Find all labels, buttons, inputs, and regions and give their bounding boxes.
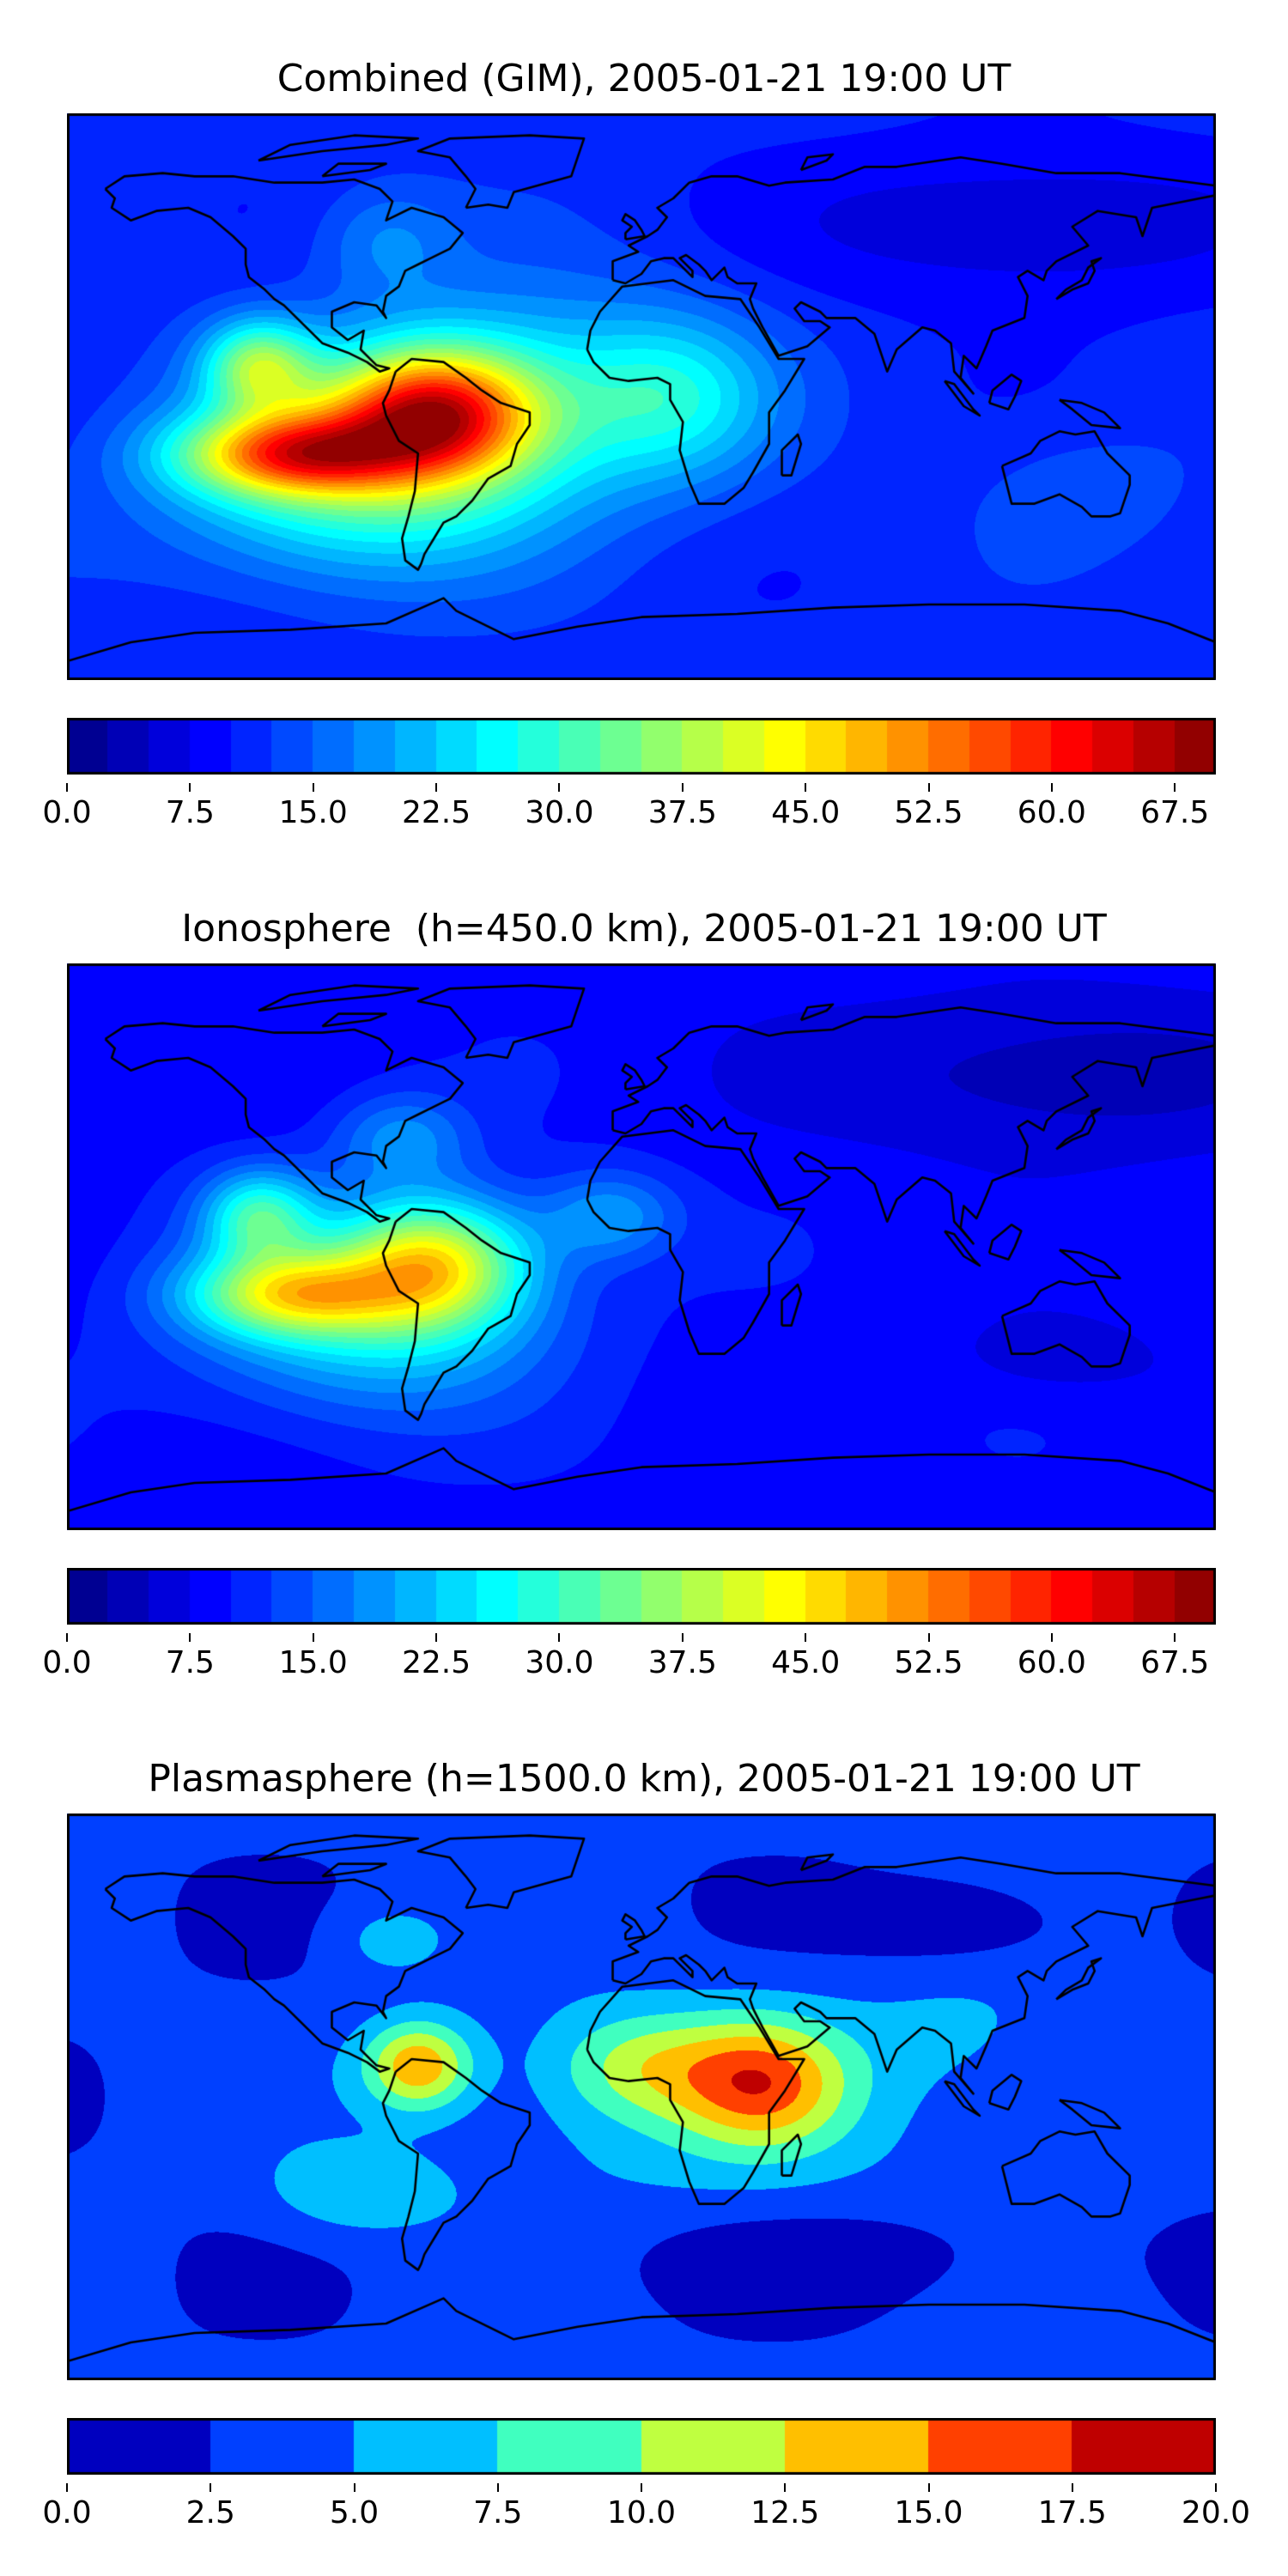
panel-title-ionosphere: Ionosphere (h=450.0 km), 2005-01-21 19:0… [181, 907, 1107, 951]
colorbar-tick-mark [496, 2483, 499, 2492]
map-plasmasphere [67, 1814, 1216, 2380]
colorbar-tick-label: 15.0 [278, 795, 348, 830]
colorbar-tick-mark [805, 1633, 807, 1642]
colorbar-tick-mark [1071, 2483, 1073, 2492]
colorbar-tick-label: 67.5 [1140, 1645, 1210, 1680]
colorbar-tick-label: 30.0 [525, 795, 594, 830]
colorbar-tick-mark [927, 783, 930, 792]
colorbar-ticks-plasmasphere: 0.0 2.5 5.0 7.5 10.0 12.5 15.0 17.5 20.0 [0, 2483, 1288, 2538]
colorbar-tick-mark [681, 1633, 683, 1642]
colorbar-plasmasphere [67, 2418, 1216, 2475]
colorbar-tick-label: 12.5 [750, 2495, 820, 2530]
colorbar-tick-label: 52.5 [894, 795, 963, 830]
map-ionosphere [67, 963, 1216, 1530]
colorbar-tick-label: 2.5 [185, 2495, 235, 2530]
colorbar-tick-mark [558, 1633, 561, 1642]
colorbar-tick-label: 37.5 [647, 795, 717, 830]
colorbar-tick-mark [189, 1633, 191, 1642]
colorbar-tick-mark [558, 783, 561, 792]
colorbar-tick-label: 7.5 [165, 1645, 215, 1680]
colorbar-tick-mark [210, 2483, 212, 2492]
colorbar-tick-label: 22.5 [401, 795, 471, 830]
colorbar-tick-mark [353, 2483, 355, 2492]
colorbar-tick-label: 22.5 [401, 1645, 471, 1680]
colorbar-tick-label: 17.5 [1037, 2495, 1107, 2530]
colorbar-tick-mark [927, 1633, 930, 1642]
colorbar-tick-mark [435, 783, 438, 792]
colorbar-tick-mark [312, 783, 314, 792]
colorbar-tick-mark [641, 2483, 642, 2492]
colorbar-tick-label: 5.0 [329, 2495, 380, 2530]
colorbar-tick-label: 37.5 [647, 1645, 717, 1680]
colorbar-tick-mark [681, 783, 683, 792]
colorbar-tick-mark [1215, 2483, 1217, 2492]
colorbar-tick-mark [1050, 1633, 1053, 1642]
colorbar-combined [67, 718, 1216, 775]
colorbar-tick-label: 15.0 [894, 2495, 963, 2530]
colorbar-tick-mark [805, 783, 807, 792]
colorbar-ticks-ionosphere: 0.0 7.5 15.0 22.5 30.0 37.5 45.0 52.5 60.0 67.5 [0, 1633, 1288, 1688]
colorbar-tick-label: 0.0 [42, 1645, 92, 1680]
map-combined [67, 113, 1216, 680]
colorbar-tick-label: 0.0 [42, 2495, 92, 2530]
colorbar-tick-label: 45.0 [771, 1645, 841, 1680]
panel-title-plasmasphere: Plasmasphere (h=1500.0 km), 2005-01-21 1… [148, 1757, 1140, 1801]
colorbar-tick-label: 0.0 [42, 795, 92, 830]
colorbar-tick-mark [189, 783, 191, 792]
colorbar-tick-label: 30.0 [525, 1645, 594, 1680]
colorbar-tick-label: 60.0 [1017, 1645, 1086, 1680]
colorbar-tick-mark [66, 2483, 68, 2492]
colorbar-tick-mark [1050, 783, 1053, 792]
colorbar-tick-mark [1174, 1633, 1176, 1642]
colorbar-tick-label: 60.0 [1017, 795, 1086, 830]
colorbar-tick-label: 10.0 [606, 2495, 677, 2530]
colorbar-tick-label: 7.5 [473, 2495, 523, 2530]
colorbar-tick-mark [66, 1633, 68, 1642]
colorbar-tick-mark [1174, 783, 1176, 792]
colorbar-tick-mark [66, 783, 68, 792]
colorbar-tick-mark [927, 2483, 930, 2492]
colorbar-tick-mark [312, 1633, 314, 1642]
panel-title-combined: Combined (GIM), 2005-01-21 19:00 UT [276, 57, 1012, 100]
colorbar-tick-label: 45.0 [771, 795, 841, 830]
colorbar-tick-label: 52.5 [894, 1645, 963, 1680]
colorbar-tick-label: 67.5 [1140, 795, 1210, 830]
colorbar-ticks-combined: 0.0 7.5 15.0 22.5 30.0 37.5 45.0 52.5 60.0 67.5 [0, 783, 1288, 838]
colorbar-tick-mark [784, 2483, 787, 2492]
colorbar-tick-label: 7.5 [165, 795, 215, 830]
colorbar-ionosphere [67, 1568, 1216, 1625]
colorbar-tick-label: 20.0 [1181, 2495, 1251, 2530]
colorbar-tick-label: 15.0 [278, 1645, 348, 1680]
colorbar-tick-mark [435, 1633, 438, 1642]
